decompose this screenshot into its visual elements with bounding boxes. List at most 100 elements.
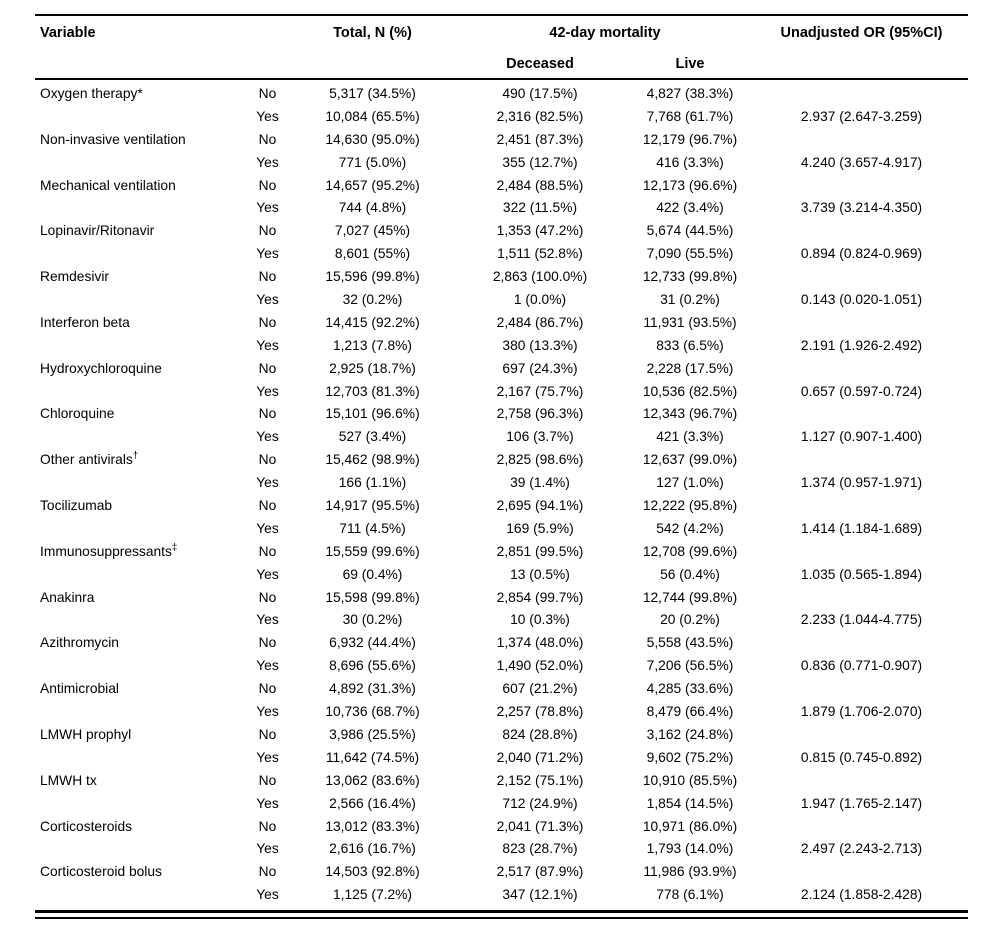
group-label-cell: Yes bbox=[256, 429, 279, 445]
deceased-cell: 39 (1.4%) bbox=[510, 475, 570, 491]
group-label-cell: No bbox=[258, 498, 277, 514]
live-cell: 12,708 (99.6%) bbox=[642, 543, 738, 559]
deceased-cell: 607 (21.2%) bbox=[502, 681, 578, 697]
group-label-cell: Yes bbox=[256, 841, 279, 857]
deceased-cell: 2,257 (78.8%) bbox=[496, 704, 584, 720]
group-label-cell: Yes bbox=[256, 658, 279, 674]
live-cell: 3,162 (24.8%) bbox=[646, 726, 734, 742]
table-row: Yes 1,213 (7.8%) 380 (13.3%) 833 (6.5%) 2.19… bbox=[35, 335, 968, 358]
deceased-cell: 490 (17.5%) bbox=[502, 86, 578, 101]
group-label-cell: Yes bbox=[256, 749, 279, 765]
table-row: Tocilizumab No 14,917 (95.5%) 2,695 (94.1%)… bbox=[35, 495, 968, 518]
table-row: Other antivirals† No 15,462 (98.9%) 2,825 (… bbox=[35, 449, 968, 472]
total-cell: 14,630 (95.0%) bbox=[325, 131, 420, 147]
table-row: Yes 2,566 (16.4%) 712 (24.9%) 1,854 (14.5%)… bbox=[35, 793, 968, 816]
group-label-cell: No bbox=[258, 360, 277, 376]
group-label-cell: Yes bbox=[256, 795, 279, 811]
or-cell: 1.414 (1.184-1.689) bbox=[800, 520, 923, 536]
live-cell: 416 (3.3%) bbox=[656, 154, 724, 170]
live-cell: 31 (0.2%) bbox=[660, 292, 720, 308]
live-cell: 421 (3.3%) bbox=[656, 429, 724, 445]
group-label-cell: Yes bbox=[256, 292, 279, 308]
deceased-cell: 13 (0.5%) bbox=[510, 566, 570, 582]
deceased-cell: 697 (24.3%) bbox=[502, 360, 578, 376]
total-cell: 3,986 (25.5%) bbox=[329, 726, 416, 742]
total-cell: 1,213 (7.8%) bbox=[333, 337, 412, 353]
group-label-cell: Yes bbox=[256, 887, 279, 903]
header-deceased: Deceased bbox=[506, 56, 574, 72]
deceased-cell: 380 (13.3%) bbox=[502, 337, 578, 353]
variable-cell: Lopinavir/Ritonavir bbox=[40, 223, 155, 239]
deceased-cell: 347 (12.1%) bbox=[502, 887, 578, 903]
table-row: LMWH tx No 13,062 (83.6%) 2,152 (75.1%) 10,9… bbox=[35, 770, 968, 793]
table-row: Yes 771 (5.0%) 355 (12.7%) 416 (3.3%) 4.240 … bbox=[35, 152, 968, 175]
total-cell: 2,616 (16.7%) bbox=[329, 841, 416, 857]
table-bottom-rule-thick bbox=[35, 910, 968, 914]
total-cell: 6,932 (44.4%) bbox=[329, 635, 416, 651]
group-label-cell: No bbox=[258, 726, 277, 742]
total-cell: 14,657 (95.2%) bbox=[325, 177, 420, 193]
header-live: Live bbox=[675, 56, 705, 72]
or-cell: 1.374 (0.957-1.971) bbox=[800, 475, 923, 491]
total-cell: 2,566 (16.4%) bbox=[329, 795, 416, 811]
deceased-cell: 2,451 (87.3%) bbox=[496, 131, 584, 147]
table-row: Yes 32 (0.2%) 1 (0.0%) 31 (0.2%) 0.143 (0.02… bbox=[35, 289, 968, 312]
live-cell: 7,090 (55.5%) bbox=[646, 246, 734, 262]
table-row: Anakinra No 15,598 (99.8%) 2,854 (99.7%) 12,… bbox=[35, 587, 968, 610]
group-label-cell: Yes bbox=[256, 154, 279, 170]
total-cell: 15,101 (96.6%) bbox=[325, 406, 420, 422]
table-row: Antimicrobial No 4,892 (31.3%) 607 (21.2%) 4… bbox=[35, 678, 968, 701]
total-cell: 14,415 (92.2%) bbox=[325, 314, 420, 330]
total-cell: 11,642 (74.5%) bbox=[325, 749, 420, 765]
deceased-cell: 2,041 (71.3%) bbox=[496, 818, 584, 834]
table-row: Yes 2,616 (16.7%) 823 (28.7%) 1,793 (14.0%)… bbox=[35, 838, 968, 861]
variable-cell: Tocilizumab bbox=[40, 498, 113, 514]
deceased-cell: 2,854 (99.7%) bbox=[496, 589, 584, 605]
footnote-marker: † bbox=[132, 450, 139, 462]
live-cell: 12,733 (99.8%) bbox=[642, 269, 738, 285]
table-row: Remdesivir No 15,596 (99.8%) 2,863 (100.0%)… bbox=[35, 266, 968, 289]
deceased-cell: 1,490 (52.0%) bbox=[496, 658, 584, 674]
group-label-cell: Yes bbox=[256, 704, 279, 720]
table-row: Corticosteroid bolus No 14,503 (92.8%) 2,51… bbox=[35, 861, 968, 884]
deceased-cell: 355 (12.7%) bbox=[502, 154, 578, 170]
table-row: Immunosuppressants‡ No 15,559 (99.6%) 2,851… bbox=[35, 541, 968, 564]
deceased-cell: 1,511 (52.8%) bbox=[497, 246, 583, 262]
table-row: Lopinavir/Ritonavir No 7,027 (45%) 1,353 (4… bbox=[35, 220, 968, 243]
group-label-cell: No bbox=[258, 223, 277, 239]
total-cell: 69 (0.4%) bbox=[342, 566, 403, 582]
variable-cell: Corticosteroids bbox=[40, 818, 133, 834]
group-label-cell: Yes bbox=[256, 520, 279, 536]
total-cell: 15,462 (98.9%) bbox=[325, 452, 420, 468]
deceased-cell: 824 (28.8%) bbox=[502, 726, 578, 742]
deceased-cell: 2,167 (75.7%) bbox=[496, 383, 584, 399]
variable-cell: Antimicrobial bbox=[40, 681, 119, 697]
variable-cell: Other antivirals† bbox=[40, 450, 139, 468]
table-row: Corticosteroids No 13,012 (83.3%) 2,041 (71… bbox=[35, 816, 968, 839]
total-cell: 15,559 (99.6%) bbox=[325, 543, 420, 559]
live-cell: 12,179 (96.7%) bbox=[642, 131, 738, 147]
or-cell: 0.894 (0.824-0.969) bbox=[800, 246, 923, 262]
or-cell: 0.143 (0.020-1.051) bbox=[800, 292, 923, 308]
group-label-cell: Yes bbox=[256, 566, 279, 582]
table-row: Yes 711 (4.5%) 169 (5.9%) 542 (4.2%) 1.414 (… bbox=[35, 518, 968, 541]
total-cell: 13,062 (83.6%) bbox=[325, 772, 420, 788]
live-cell: 10,910 (85.5%) bbox=[642, 772, 738, 788]
deceased-cell: 1,353 (47.2%) bbox=[496, 223, 584, 239]
deceased-cell: 2,863 (100.0%) bbox=[492, 269, 588, 285]
group-label-cell: No bbox=[258, 86, 277, 101]
table-row: Yes 11,642 (74.5%) 2,040 (71.2%) 9,602 (75.… bbox=[35, 747, 968, 770]
live-cell: 8,479 (66.4%) bbox=[646, 704, 734, 720]
group-label-cell: No bbox=[258, 864, 277, 880]
variable-cell: LMWH tx bbox=[40, 772, 97, 788]
or-cell: 2.497 (2.243-2.713) bbox=[800, 841, 923, 857]
live-cell: 422 (3.4%) bbox=[656, 200, 724, 216]
or-cell: 0.836 (0.771-0.907) bbox=[800, 658, 923, 674]
live-cell: 20 (0.2%) bbox=[660, 612, 720, 628]
live-cell: 2,228 (17.5%) bbox=[646, 360, 734, 376]
variable-cell: Hydroxychloroquine bbox=[40, 360, 162, 376]
variable-cell: Immunosuppressants‡ bbox=[40, 542, 178, 559]
group-label-cell: No bbox=[258, 177, 277, 193]
group-label-cell: Yes bbox=[256, 200, 279, 216]
